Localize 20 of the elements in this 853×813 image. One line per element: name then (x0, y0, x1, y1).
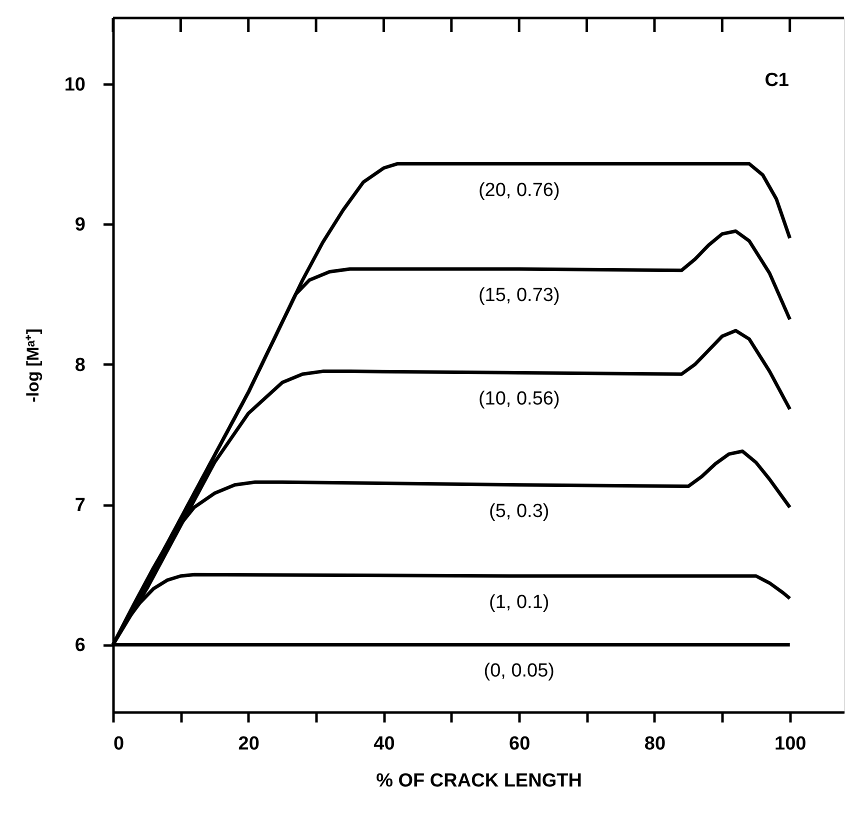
series-label: (1, 0.1) (489, 592, 550, 614)
x-tick-label: 40 (374, 734, 395, 754)
series-label: (5, 0.3) (489, 500, 550, 522)
y-tick-label: 9 (74, 214, 86, 236)
x-axis-title: % OF CRACK LENGTH (376, 770, 582, 792)
y-tick-label: 6 (74, 635, 86, 656)
x-tick-label: 80 (644, 734, 666, 754)
x-tick-label: 100 (774, 734, 806, 754)
series-label: (20, 0.76) (478, 180, 560, 201)
series-label: (0, 0.05) (484, 660, 554, 682)
x-tick-label: 0 (114, 734, 124, 754)
series-label: (10, 0.56) (478, 388, 560, 410)
y-axis-title: -log [Mᵃ⁺] (23, 328, 42, 402)
annotation: C1 (764, 70, 790, 91)
y-tick-label: 10 (64, 74, 86, 96)
series-label: (15, 0.73) (478, 284, 560, 306)
y-tick-label: 8 (74, 354, 86, 376)
y-tick-label: 7 (74, 495, 86, 516)
x-tick-label: 20 (238, 734, 260, 754)
x-tick-label: 60 (509, 734, 530, 754)
